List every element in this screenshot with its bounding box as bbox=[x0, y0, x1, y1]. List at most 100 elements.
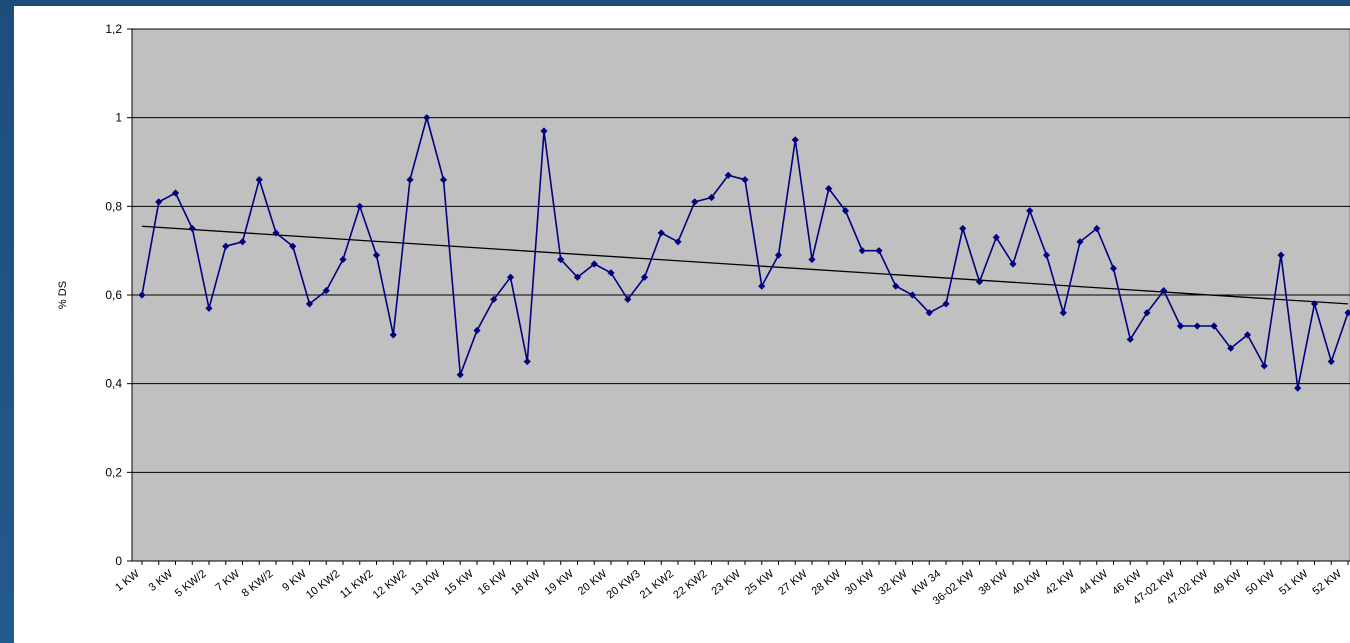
x-category-label: 10 KW2 bbox=[304, 568, 342, 602]
data-point bbox=[205, 304, 213, 312]
x-category-label: 20 KW3 bbox=[604, 568, 642, 602]
data-point bbox=[1059, 309, 1067, 317]
data-point bbox=[858, 247, 866, 255]
x-category-label: 7 KW bbox=[213, 568, 242, 594]
data-point bbox=[1277, 251, 1285, 259]
data-point bbox=[674, 238, 682, 246]
data-point bbox=[691, 198, 699, 206]
data-point bbox=[490, 295, 498, 304]
data-point bbox=[841, 207, 850, 215]
data-point bbox=[540, 127, 548, 135]
x-category-label: 30 KW bbox=[843, 568, 877, 598]
data-point bbox=[925, 309, 933, 317]
data-point bbox=[238, 238, 247, 246]
x-category-label: 21 KW2 bbox=[638, 568, 676, 602]
x-category-label: 52 KW bbox=[1310, 568, 1344, 598]
data-point bbox=[356, 202, 364, 210]
data-point bbox=[758, 282, 766, 290]
x-category-label: 38 KW bbox=[977, 568, 1011, 598]
line-chart: 0 0,2 0,4 0,6 0,8 1 1,2 1 KW 3 KW5 KW/2 7 KW8 KW/… bbox=[57, 22, 1350, 607]
data-point bbox=[1260, 362, 1268, 370]
x-category-label: 3 KW bbox=[147, 568, 176, 594]
data-point bbox=[624, 295, 632, 304]
x-category-label: 23 KW bbox=[709, 568, 743, 598]
data-point bbox=[892, 282, 900, 290]
data-point bbox=[774, 251, 783, 259]
chart-area: 0 0,2 0,4 0,6 0,8 1 1,2 1 KW 3 KW 5 KW/2 7 KW 8 KW/… bbox=[14, 6, 1350, 643]
data-point bbox=[389, 331, 397, 339]
x-category-label: 19 KW bbox=[542, 568, 576, 598]
data-point bbox=[908, 291, 917, 299]
data-point bbox=[1160, 286, 1168, 295]
data-point bbox=[1327, 357, 1335, 366]
x-category-label: 18 KW bbox=[509, 568, 543, 598]
data-point bbox=[992, 233, 1000, 241]
data-point bbox=[657, 229, 665, 237]
data-point bbox=[255, 176, 263, 184]
x-category-label: 25 KW bbox=[743, 568, 777, 598]
data-point bbox=[305, 300, 314, 308]
data-point bbox=[1193, 322, 1201, 330]
x-category-label: 28 KW bbox=[810, 568, 844, 598]
y-tick-label: 0,2 bbox=[105, 465, 122, 479]
x-category-label: 42 KW bbox=[1043, 568, 1077, 598]
y-tick-label: 1 bbox=[115, 111, 122, 125]
data-point bbox=[825, 185, 833, 193]
data-point bbox=[640, 273, 649, 281]
data-point bbox=[1126, 335, 1134, 343]
data-point bbox=[942, 300, 950, 308]
data-point bbox=[456, 371, 464, 379]
data-point bbox=[1076, 238, 1084, 246]
data-point bbox=[1093, 224, 1101, 233]
data-point bbox=[155, 198, 163, 206]
x-category-label: 32 KW bbox=[876, 568, 910, 598]
y-tick-label: 0 bbox=[115, 554, 122, 568]
data-point bbox=[473, 326, 481, 335]
x-category-label: 40 KW bbox=[1010, 568, 1044, 598]
data-point bbox=[975, 278, 984, 286]
data-point bbox=[791, 136, 799, 144]
x-category-label: 22 KW2 bbox=[671, 568, 709, 602]
data-point bbox=[322, 286, 330, 295]
x-category-label: 51 KW bbox=[1277, 568, 1311, 598]
data-point bbox=[959, 224, 967, 233]
data-point bbox=[188, 224, 196, 233]
data-point bbox=[741, 176, 749, 184]
x-category-label: 16 KW bbox=[476, 568, 510, 598]
y-tick-label: 0,8 bbox=[105, 199, 122, 213]
x-category-label: 44 KW bbox=[1077, 568, 1111, 598]
data-point bbox=[875, 247, 883, 255]
data-point bbox=[1310, 300, 1319, 308]
data-point bbox=[590, 260, 598, 268]
data-point bbox=[1176, 322, 1185, 330]
data-point bbox=[222, 242, 230, 250]
data-point bbox=[1109, 264, 1118, 272]
x-category-label: 12 KW2 bbox=[371, 568, 409, 602]
data-point bbox=[523, 357, 531, 366]
x-category-label: 1 KW bbox=[113, 568, 142, 594]
data-point bbox=[1143, 309, 1151, 317]
data-point bbox=[406, 176, 414, 184]
data-point bbox=[1210, 322, 1218, 330]
data-point bbox=[1009, 260, 1017, 268]
data-point bbox=[423, 114, 431, 122]
data-point bbox=[171, 189, 180, 197]
y-tick-label: 1,2 bbox=[105, 22, 122, 36]
x-category-label: 13 KW bbox=[409, 568, 443, 598]
data-point bbox=[1243, 331, 1252, 339]
data-point bbox=[1042, 251, 1051, 259]
data-point bbox=[339, 255, 347, 264]
x-category-label: 5 KW/2 bbox=[173, 568, 209, 600]
x-category-label: 8 KW/2 bbox=[240, 568, 276, 600]
data-point bbox=[573, 273, 582, 281]
data-point bbox=[272, 229, 280, 237]
data-point bbox=[707, 193, 716, 202]
y-axis-title: % DS bbox=[57, 281, 69, 309]
data-point bbox=[1344, 309, 1350, 317]
x-category-label: 15 KW bbox=[442, 568, 476, 598]
data-point bbox=[506, 273, 515, 281]
x-category-label: 27 KW bbox=[776, 568, 810, 598]
data-point bbox=[1227, 344, 1235, 352]
y-tick-label: 0,6 bbox=[105, 288, 122, 302]
